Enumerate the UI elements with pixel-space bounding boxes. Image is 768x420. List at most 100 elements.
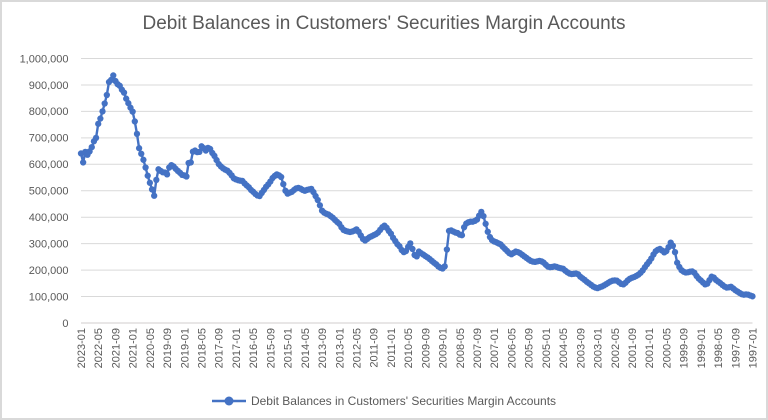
y-tick-label: 600,000 — [29, 159, 69, 171]
data-point — [142, 164, 149, 171]
x-tick-label: 2013-01 — [334, 328, 346, 368]
x-tick-label: 2021-09 — [110, 328, 122, 368]
data-point — [92, 134, 100, 142]
x-tick-label: 2013-09 — [317, 328, 329, 368]
x-tick-label: 2003-01 — [593, 328, 605, 368]
y-tick-label: 100,000 — [29, 291, 69, 303]
data-point — [187, 159, 194, 166]
x-tick-label: 2015-01 — [283, 328, 295, 368]
data-point — [669, 242, 677, 249]
x-tick-label: 2008-05 — [455, 328, 467, 368]
x-tick-label: 2009-01 — [438, 328, 450, 368]
data-point — [749, 293, 756, 300]
y-tick-label: 500,000 — [29, 186, 69, 198]
x-tick-label: 2001-09 — [627, 328, 639, 368]
data-point — [278, 173, 285, 181]
x-tick-label: 2021-01 — [128, 328, 140, 368]
chart-title: Debit Balances in Customers' Securities … — [142, 13, 626, 34]
x-tick-label: 2003-09 — [575, 328, 587, 368]
data-point — [95, 120, 102, 127]
x-tick-label: 2004-05 — [558, 328, 570, 368]
legend-label: Debit Balances in Customers' Securities … — [250, 394, 557, 408]
y-tick-label: 300,000 — [29, 238, 69, 250]
x-tick-label: 1999-09 — [679, 328, 691, 368]
x-tick-label: 2014-05 — [300, 328, 312, 368]
x-axis-labels: 2023-01 2022-05 2021-09 2021-01 2020-05 2019-… — [76, 328, 760, 368]
x-tick-label: 1997-09 — [730, 328, 742, 368]
data-point — [163, 171, 171, 178]
data-point — [138, 150, 145, 157]
data-point — [129, 108, 136, 115]
x-tick-label: 2005-01 — [541, 328, 553, 368]
x-tick-label: 2011-09 — [369, 328, 381, 368]
data-point — [120, 89, 128, 96]
gridlines — [81, 58, 753, 298]
x-tick-label: 1999-01 — [696, 328, 708, 368]
x-tick-label: 2000-05 — [661, 328, 673, 368]
x-tick-label: 2019-01 — [179, 328, 191, 368]
data-point — [133, 130, 141, 138]
x-tick-label: 2016-05 — [248, 328, 260, 368]
data-point — [458, 232, 466, 239]
data-point — [280, 180, 287, 188]
data-point — [409, 245, 416, 253]
data-point — [153, 176, 160, 184]
x-tick-label: 2022-05 — [93, 328, 105, 368]
data-point — [144, 172, 151, 179]
x-tick-label: 2009-09 — [420, 328, 432, 368]
x-tick-label: 2011-01 — [386, 328, 398, 368]
y-tick-label: 900,000 — [29, 80, 69, 92]
data-point — [135, 145, 143, 152]
data-point — [316, 202, 324, 209]
x-tick-label: 2023-01 — [76, 328, 88, 368]
data-point — [103, 91, 110, 99]
y-tick-label: 200,000 — [29, 265, 69, 277]
x-tick-label: 2006-05 — [506, 328, 518, 368]
x-tick-label: 2005-09 — [524, 328, 536, 368]
legend-dot-icon — [224, 396, 234, 406]
x-tick-label: 2012-05 — [351, 328, 363, 368]
x-tick-label: 2017-09 — [214, 328, 226, 368]
data-point — [441, 263, 448, 270]
data-point — [99, 108, 106, 115]
y-axis-labels: 0 100,000 200,000 300,000 400,000 500,000 600,… — [20, 53, 69, 330]
data-point — [140, 156, 147, 163]
legend-marker-icon — [211, 396, 246, 406]
y-tick-label: 700,000 — [29, 133, 69, 145]
data-point — [148, 186, 156, 193]
x-tick-label: 2002-05 — [610, 328, 622, 368]
data-point — [671, 248, 679, 256]
x-tick-label: 2010-05 — [403, 328, 415, 368]
y-tick-label: 400,000 — [29, 212, 69, 224]
data-point — [484, 228, 491, 235]
x-tick-label: 2015-09 — [265, 328, 277, 368]
x-tick-label: 2007-01 — [489, 328, 501, 368]
data-point — [407, 240, 414, 247]
x-tick-label: 2007-09 — [472, 328, 484, 368]
data-point — [97, 115, 104, 122]
data-point — [443, 246, 451, 253]
series-markers — [77, 72, 756, 300]
data-point — [413, 253, 420, 260]
data-point — [183, 173, 190, 180]
x-tick-label: 1997-01 — [748, 328, 760, 368]
x-tick-label: 1998-05 — [713, 328, 725, 368]
y-tick-label: 0 — [62, 318, 68, 330]
data-point — [110, 72, 117, 79]
x-tick-label: 2019-09 — [162, 328, 174, 368]
data-point — [314, 196, 321, 204]
data-point — [196, 148, 203, 156]
data-point — [80, 159, 87, 166]
data-point — [482, 220, 489, 227]
legend: Debit Balances in Customers' Securities … — [2, 394, 766, 408]
x-tick-label: 2020-05 — [145, 328, 157, 368]
data-point — [146, 179, 154, 186]
x-tick-label: 2018-05 — [197, 328, 209, 368]
data-point — [480, 212, 487, 220]
y-tick-label: 1,000,000 — [20, 53, 69, 65]
x-tick-label: 2001-01 — [644, 328, 656, 368]
data-point — [101, 100, 108, 107]
data-point — [151, 192, 158, 199]
